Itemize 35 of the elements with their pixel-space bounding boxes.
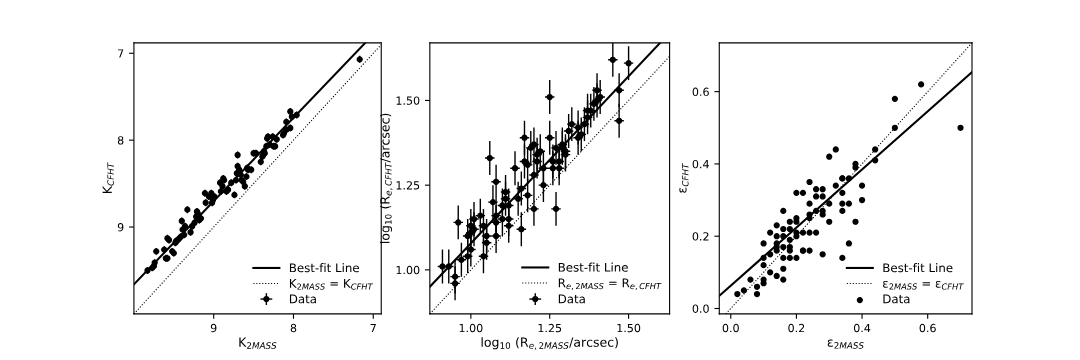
x-tick-label: 1.25 [538, 323, 562, 333]
x-tick-label: 0.6 [919, 323, 936, 333]
legend-label: ε$_{2MASS}$ = ε$_{CFHT}$ [883, 280, 964, 290]
x-tick-label: 8 [290, 323, 297, 333]
y-tick-label: 1.00 [396, 265, 420, 275]
x-axis-title: K$_{2MASS}$ [239, 337, 277, 349]
y-tick-label: 8 [117, 136, 124, 145]
x-tick-label: 0.4 [853, 323, 871, 333]
x-tick-label: 1.00 [459, 323, 483, 333]
y-tick-label: 0.0 [692, 304, 709, 313]
y-axis-title: log$_{10}$ (R$_{e,CFHT}$/arcsec) [379, 113, 393, 243]
y-tick-label: 0.6 [692, 87, 709, 97]
x-axis-title: log$_{10}$ (R$_{e,2MASS}$/arcsec) [481, 337, 618, 350]
x-tick-label: 1.50 [617, 323, 641, 333]
x-tick-label: 0.2 [788, 323, 805, 333]
legend-label: K$_{2MASS}$ = K$_{CFHT}$ [289, 279, 374, 290]
y-tick-label: 1.25 [396, 181, 420, 190]
y-tick-label: 0.4 [692, 159, 709, 169]
legend-label: Best-fit Line [289, 263, 359, 273]
y-tick-label: 0.2 [692, 232, 709, 241]
x-tick-label: 7 [370, 323, 376, 333]
legend-label: R$_{e,2MASS}$ = R$_{e,CFHT}$ [558, 278, 662, 291]
x-tick-label: 9 [210, 323, 217, 333]
legend-label: Best-fit Line [883, 263, 953, 273]
legend-label: Data [883, 294, 910, 304]
y-tick-label: 7 [118, 49, 124, 58]
legend-label: Data [289, 294, 316, 304]
x-tick-label: 0.0 [722, 323, 739, 333]
x-axis-title: ε$_{2MASS}$ [827, 339, 864, 349]
y-tick-label: 9 [117, 223, 124, 232]
y-tick-label: 1.50 [396, 96, 420, 105]
y-axis-title: ε$_{CFHT}$ [679, 163, 689, 193]
legend-label: Best-fit Line [558, 262, 628, 272]
y-axis-title: K$_{CFHT}$ [102, 162, 114, 194]
legend-label: Data [558, 294, 585, 304]
